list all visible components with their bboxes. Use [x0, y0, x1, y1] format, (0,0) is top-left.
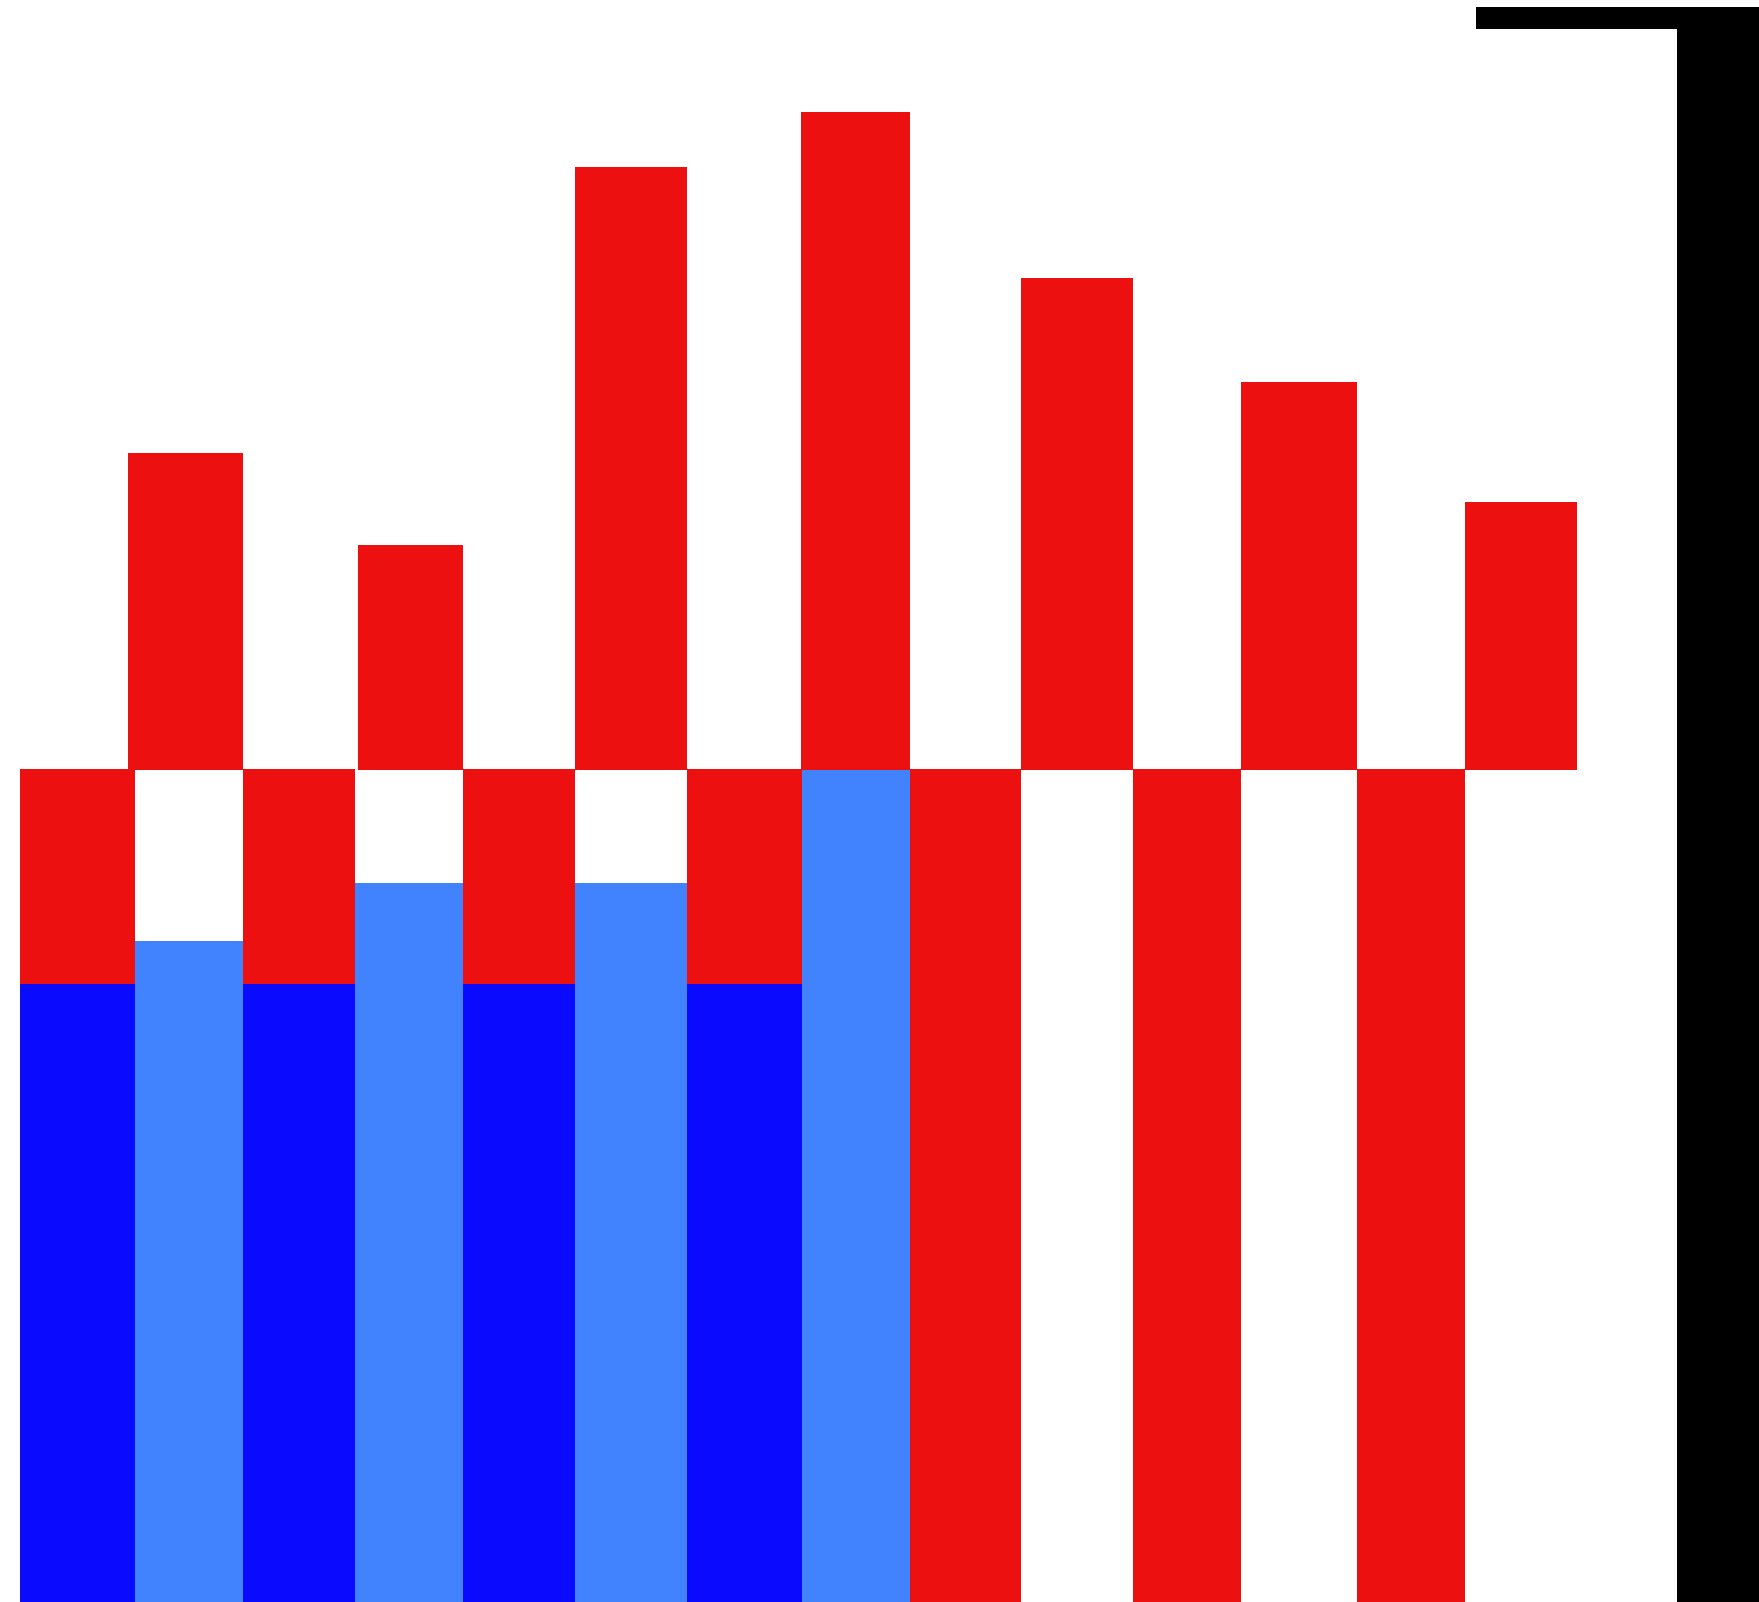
red-band-segment-3: [463, 769, 575, 984]
red-band-segment-1: [20, 769, 135, 984]
red-band-segment-2: [243, 769, 355, 984]
dark-blue-column-4: [687, 984, 802, 1602]
black-bracket-side: [1677, 7, 1759, 1602]
light-blue-column-1: [135, 941, 243, 1602]
light-blue-column-3: [575, 883, 687, 1602]
red-full-column-1: [910, 769, 1021, 1602]
red-tall-bar-5: [1021, 278, 1133, 770]
red-tall-bar-7: [1465, 502, 1577, 770]
red-tall-bar-6: [1241, 382, 1357, 770]
dark-blue-column-3: [463, 984, 575, 1602]
red-tall-bar-2: [358, 545, 463, 770]
dark-blue-column-2: [243, 984, 355, 1602]
black-bracket-top: [1476, 7, 1677, 29]
red-tall-bar-3: [575, 167, 687, 770]
red-full-column-3: [1357, 769, 1465, 1602]
red-tall-bar-4: [801, 112, 910, 770]
red-tall-bar-1: [128, 453, 243, 770]
red-full-column-2: [1133, 769, 1241, 1602]
light-blue-column-4: [802, 770, 910, 1602]
dark-blue-column-1: [20, 984, 135, 1602]
red-band-segment-4: [687, 769, 802, 984]
light-blue-column-2: [355, 883, 463, 1602]
